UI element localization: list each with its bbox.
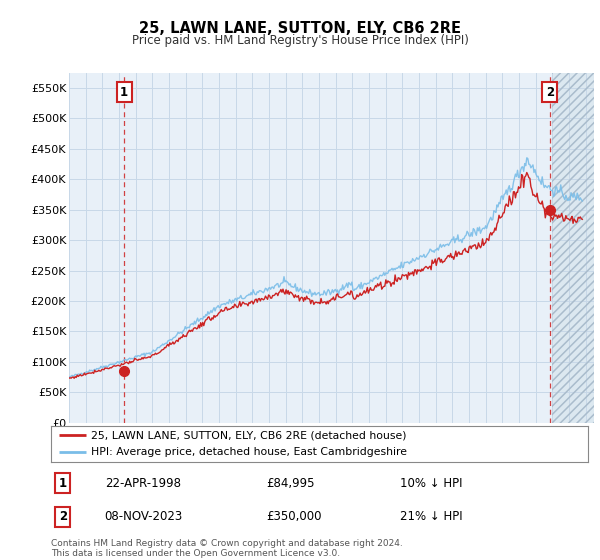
Text: 2: 2 bbox=[59, 510, 67, 524]
Text: HPI: Average price, detached house, East Cambridgeshire: HPI: Average price, detached house, East… bbox=[91, 447, 407, 457]
Text: 21% ↓ HPI: 21% ↓ HPI bbox=[400, 510, 463, 524]
Bar bbox=[553, 73, 594, 423]
Bar bbox=[553, 73, 594, 423]
Text: 10% ↓ HPI: 10% ↓ HPI bbox=[400, 477, 463, 490]
Text: 22-APR-1998: 22-APR-1998 bbox=[105, 477, 181, 490]
Text: £350,000: £350,000 bbox=[266, 510, 322, 524]
Text: 1: 1 bbox=[59, 477, 67, 490]
Text: 2: 2 bbox=[546, 86, 554, 99]
Text: Contains HM Land Registry data © Crown copyright and database right 2024.
This d: Contains HM Land Registry data © Crown c… bbox=[51, 539, 403, 558]
Text: £84,995: £84,995 bbox=[266, 477, 314, 490]
Text: 25, LAWN LANE, SUTTON, ELY, CB6 2RE (detached house): 25, LAWN LANE, SUTTON, ELY, CB6 2RE (det… bbox=[91, 431, 407, 440]
Text: 08-NOV-2023: 08-NOV-2023 bbox=[105, 510, 183, 524]
Text: 25, LAWN LANE, SUTTON, ELY, CB6 2RE: 25, LAWN LANE, SUTTON, ELY, CB6 2RE bbox=[139, 21, 461, 36]
Bar bbox=[553, 73, 594, 423]
Text: 1: 1 bbox=[120, 86, 128, 99]
Text: Price paid vs. HM Land Registry's House Price Index (HPI): Price paid vs. HM Land Registry's House … bbox=[131, 34, 469, 46]
